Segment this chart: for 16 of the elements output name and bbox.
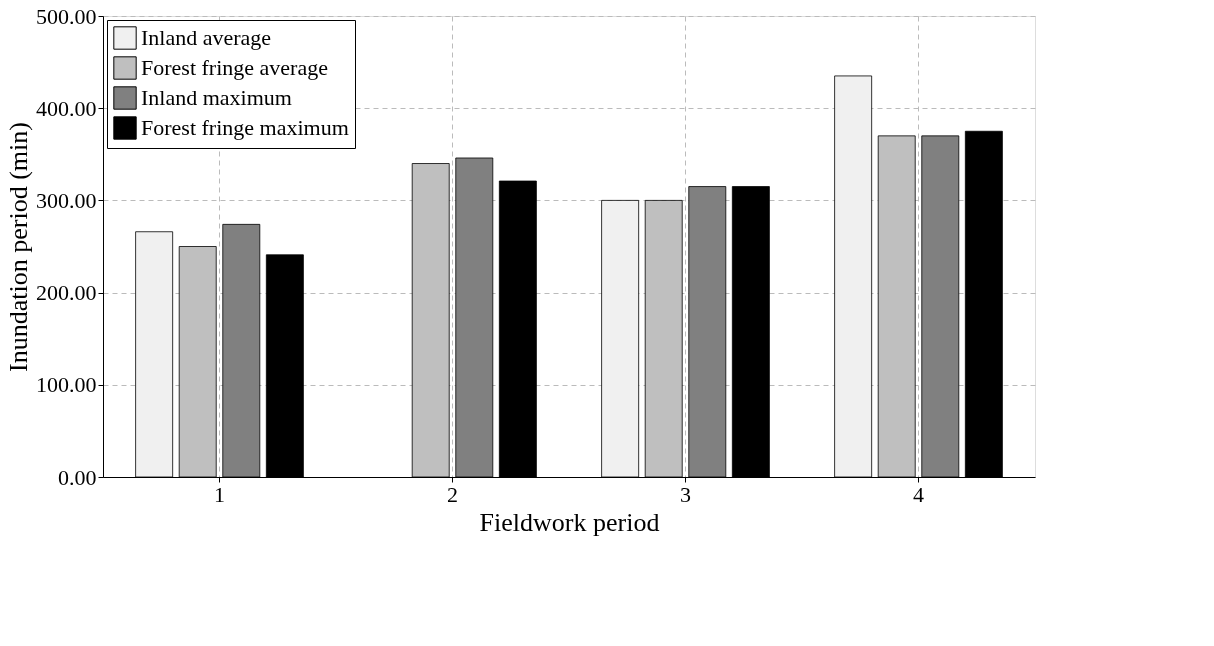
y-tick-label: 300.00	[36, 187, 97, 213]
x-tick-label: 2	[447, 481, 458, 507]
y-tick-label: 200.00	[36, 280, 97, 306]
x-tick-label: 3	[680, 481, 691, 507]
legend-label: Forest fringe average	[141, 55, 328, 80]
legend-label: Inland maximum	[141, 85, 292, 110]
y-tick-label: 0.00	[58, 464, 97, 490]
x-tick-label: 4	[913, 481, 924, 507]
y-axis-title: Inundation period (min)	[4, 122, 33, 372]
y-tick-label: 100.00	[36, 372, 97, 398]
y-tick-label: 400.00	[36, 95, 97, 121]
x-axis-title: Fieldwork period	[479, 507, 660, 537]
x-tick-label: 1	[214, 481, 225, 507]
legend-label: Forest fringe maximum	[141, 115, 349, 140]
legend-label: Inland average	[141, 25, 272, 50]
y-tick-label: 500.00	[36, 3, 97, 29]
